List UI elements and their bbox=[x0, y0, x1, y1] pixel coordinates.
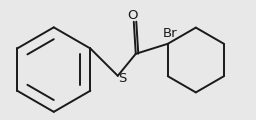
Text: O: O bbox=[127, 9, 138, 22]
Text: Br: Br bbox=[163, 27, 177, 40]
Text: S: S bbox=[119, 72, 127, 85]
